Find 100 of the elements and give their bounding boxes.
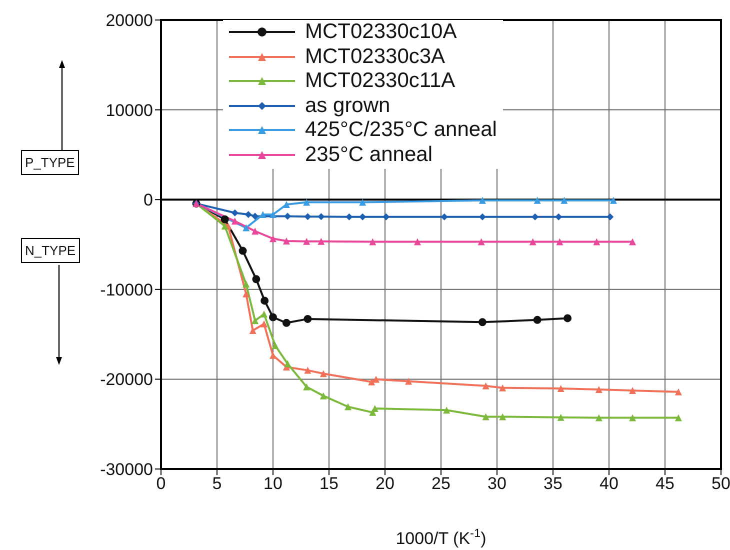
point	[443, 406, 450, 414]
point	[629, 387, 636, 394]
x-tick-label: 50	[712, 474, 730, 494]
point	[532, 213, 539, 220]
x-tick-label: 15	[320, 474, 338, 494]
point	[318, 213, 325, 220]
legend-label: 235°C anneal	[305, 142, 432, 167]
x-axis-title: 1000/T (K$^{-1}$)	[396, 526, 486, 548]
point	[478, 213, 486, 220]
point	[249, 327, 256, 334]
point	[372, 376, 380, 383]
point	[674, 414, 682, 422]
x-tick-label: 30	[488, 474, 506, 494]
point	[259, 211, 266, 218]
x-tick-label: 40	[600, 474, 618, 494]
y-tick-label: -10000	[100, 280, 153, 300]
x-tick-label: 25	[432, 474, 450, 494]
point	[252, 317, 259, 324]
point	[499, 384, 506, 392]
point	[414, 238, 421, 246]
x-tick-label: 10	[264, 474, 282, 494]
point	[595, 414, 602, 422]
legend-label: MCT02330c3A	[305, 44, 446, 69]
point	[371, 404, 378, 412]
point	[304, 314, 312, 323]
point	[282, 201, 290, 208]
point	[368, 378, 376, 386]
x-tick-label: 35	[544, 474, 562, 494]
point	[231, 218, 238, 225]
point	[344, 403, 352, 410]
point	[270, 352, 276, 359]
point	[220, 215, 229, 224]
text: P_TYPE	[21, 150, 79, 175]
point	[534, 196, 541, 204]
point	[270, 235, 276, 242]
point	[260, 310, 268, 318]
point	[303, 383, 310, 390]
point	[610, 196, 617, 204]
point	[282, 318, 290, 327]
point	[359, 198, 366, 206]
point	[482, 413, 490, 420]
x-tick-label: 0	[156, 474, 166, 494]
point	[629, 238, 636, 246]
point	[320, 392, 327, 400]
point	[242, 280, 250, 288]
text: N_TYPE	[21, 238, 80, 263]
y-tick-label: 10000	[106, 100, 153, 120]
point	[320, 370, 327, 378]
point	[482, 382, 490, 390]
point	[555, 213, 562, 220]
point	[629, 414, 636, 422]
point	[595, 386, 602, 394]
point	[260, 296, 269, 305]
point	[252, 228, 259, 235]
point	[440, 213, 448, 220]
point	[282, 238, 290, 244]
point	[284, 212, 292, 220]
y-tick-label: 0	[144, 190, 153, 210]
legend-label: MCT02330c10A	[305, 20, 457, 44]
point	[242, 224, 250, 232]
point	[318, 238, 325, 245]
point	[674, 388, 682, 396]
point	[557, 385, 564, 392]
point	[238, 246, 247, 255]
point	[231, 209, 238, 216]
point	[556, 238, 564, 246]
point	[499, 413, 506, 420]
point	[478, 318, 486, 326]
point	[242, 290, 250, 298]
point	[478, 238, 485, 246]
point	[382, 213, 390, 220]
point	[284, 360, 292, 368]
point	[405, 378, 412, 385]
point	[260, 320, 268, 328]
point	[252, 212, 259, 220]
point	[270, 211, 276, 218]
point	[564, 314, 572, 322]
x-tick-label: 45	[656, 474, 674, 494]
point	[304, 366, 312, 374]
x-tick-label: 20	[376, 474, 394, 494]
x-tick-label: 5	[212, 474, 222, 494]
point	[533, 316, 542, 324]
point	[272, 342, 279, 350]
point	[529, 238, 536, 246]
point	[346, 213, 353, 220]
point	[252, 275, 260, 284]
point	[303, 198, 310, 206]
y-tick-label: 20000	[106, 11, 153, 30]
point	[557, 414, 564, 421]
point	[560, 196, 568, 204]
y-tick-label: -20000	[100, 370, 153, 390]
point	[606, 213, 614, 220]
point	[593, 238, 600, 246]
legend-label: as grown	[305, 94, 390, 118]
point	[478, 196, 486, 204]
legend-label: MCT02330c11A	[305, 69, 456, 94]
point	[369, 238, 376, 246]
point	[303, 238, 310, 245]
point	[221, 222, 228, 230]
y-tick-label: -30000	[100, 460, 153, 480]
